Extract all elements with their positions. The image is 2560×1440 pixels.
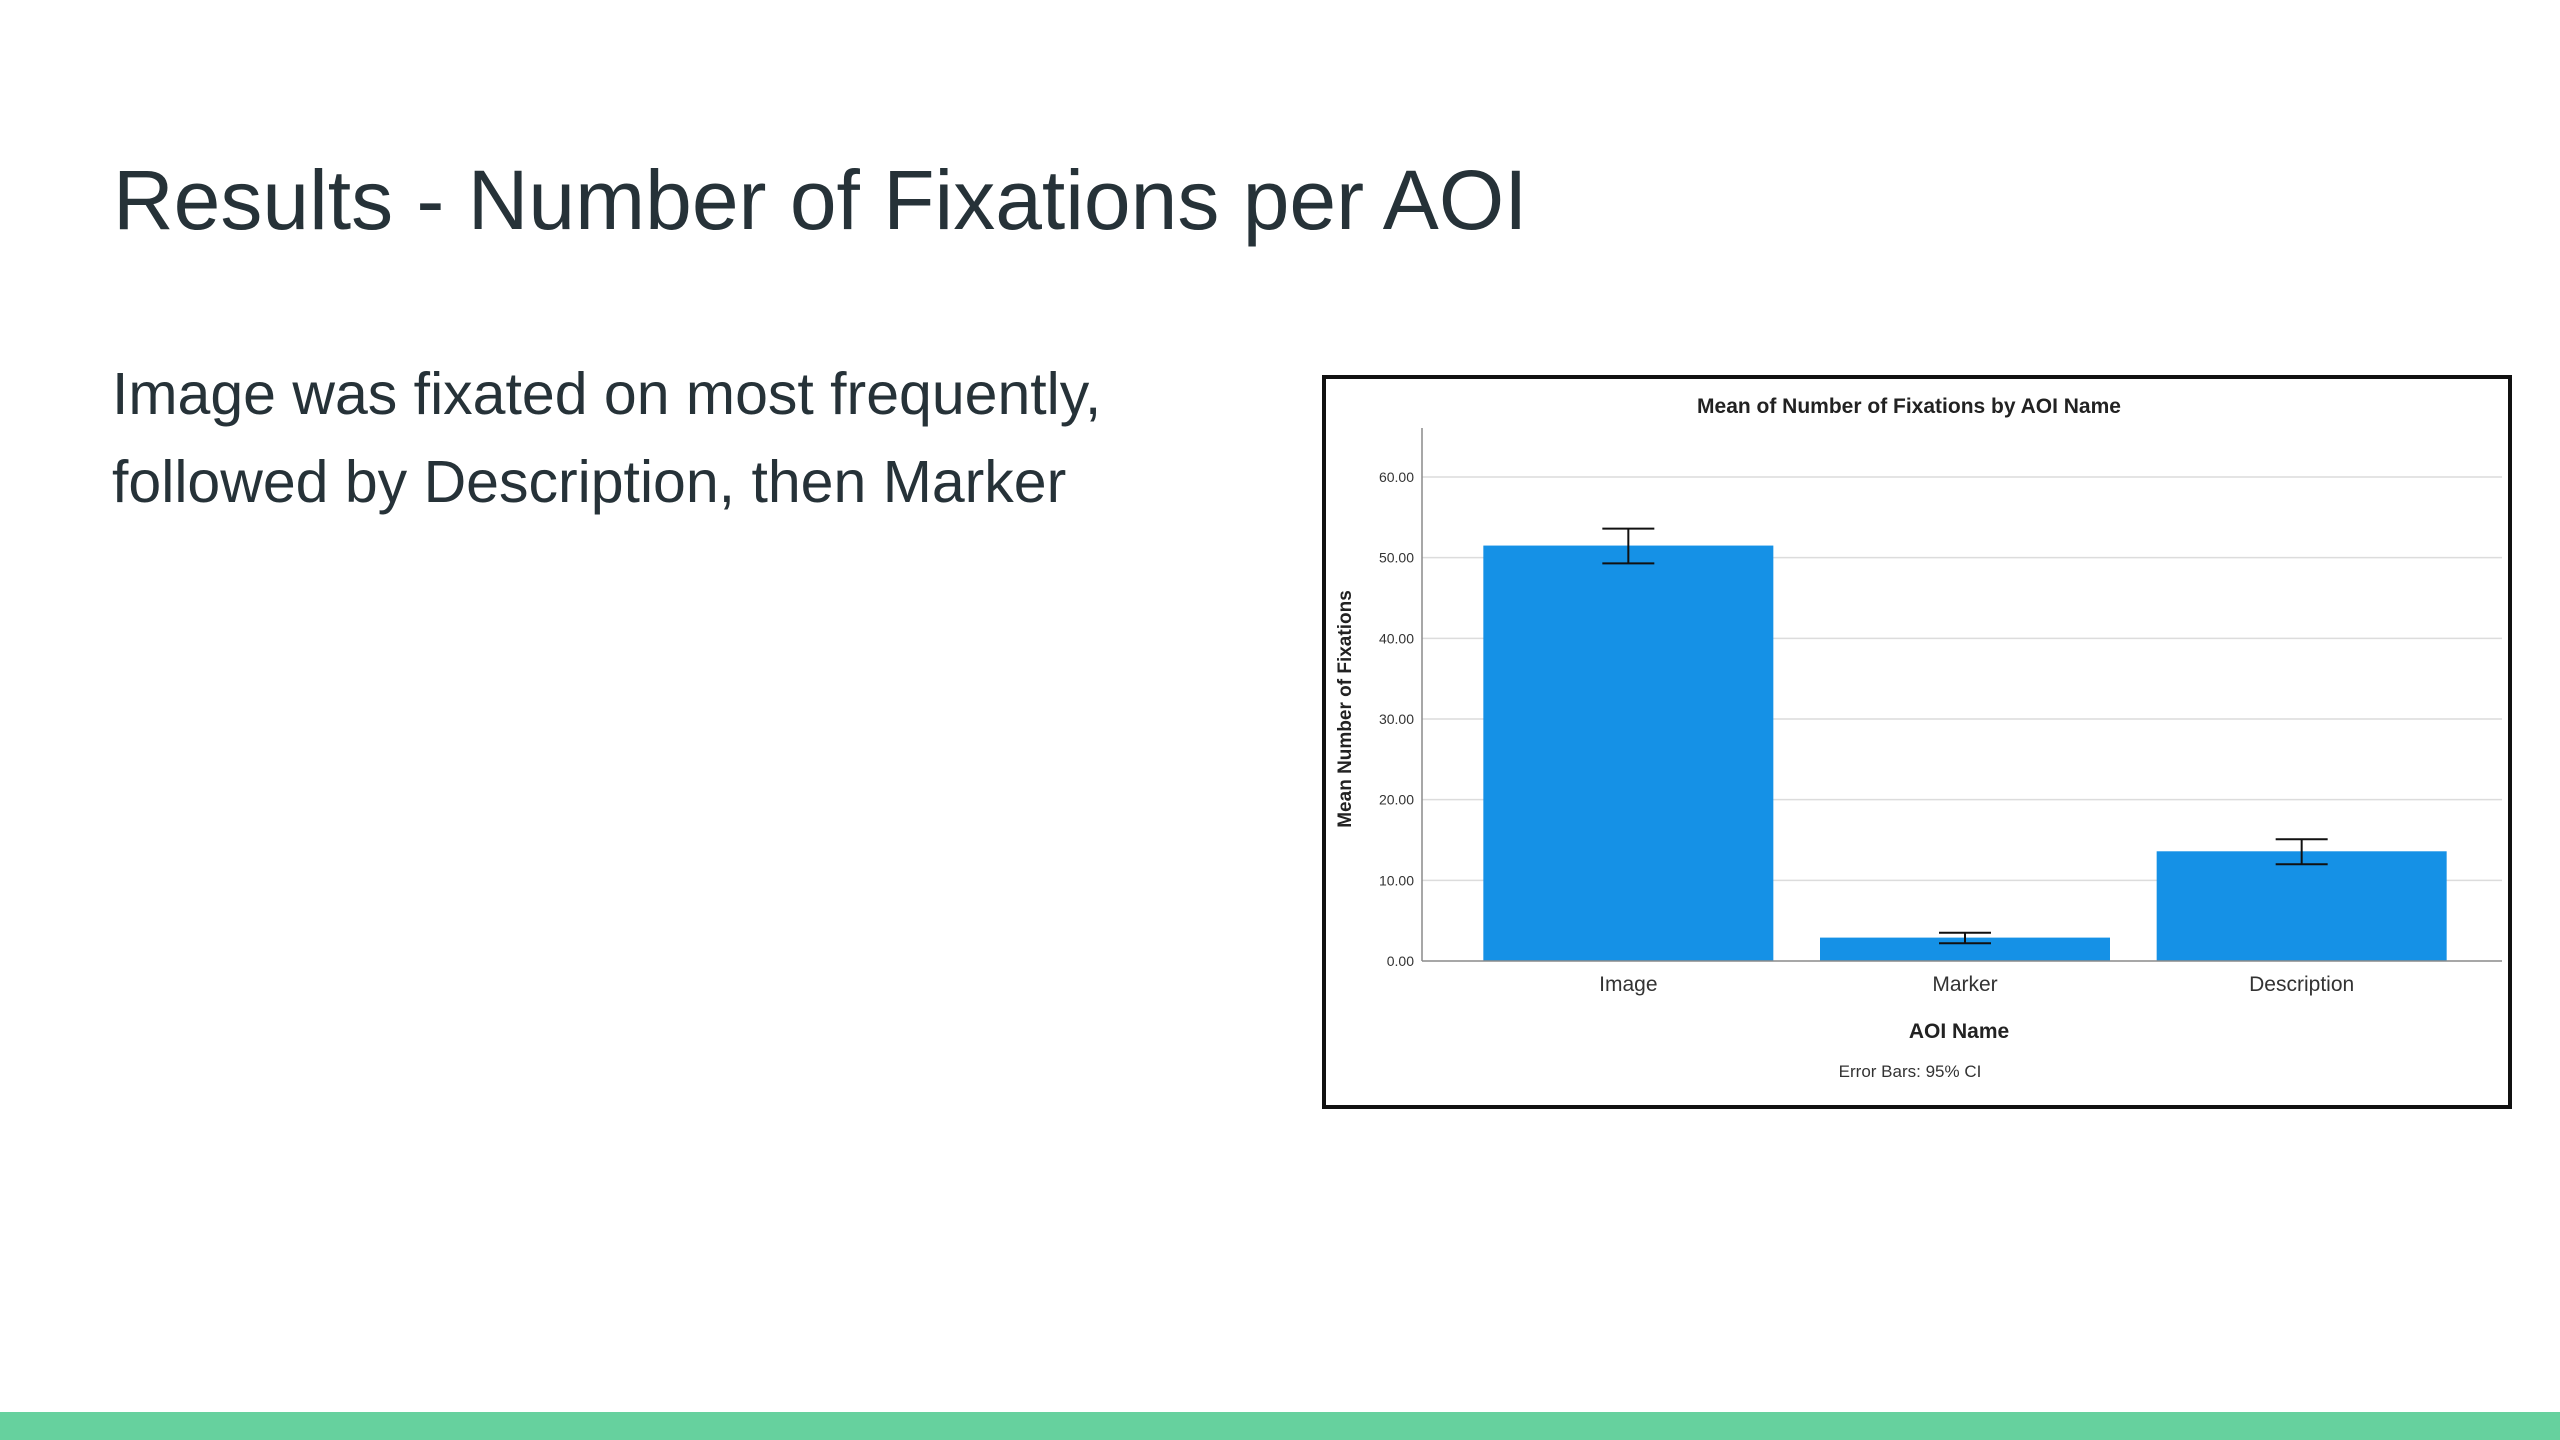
bar-marker — [1820, 937, 2110, 961]
slide-body-text: Image was fixated on most frequently, fo… — [112, 350, 1262, 526]
body-line-1: Image was fixated on most frequently, — [112, 361, 1102, 427]
footer-accent-bar — [0, 1412, 2560, 1440]
y-axis-label: Mean Number of Fixations — [1335, 590, 1356, 828]
x-tick-label: Description — [2249, 973, 2354, 996]
y-tick-label: 50.00 — [1379, 550, 1414, 566]
x-tick-label: Image — [1599, 973, 1657, 996]
bar-image — [1483, 545, 1774, 961]
chart-footnote: Error Bars: 95% CI — [1839, 1062, 1982, 1081]
chart-frame: 0.00 10.00 20.00 30.00 40.00 50.00 60.00 Image… — [1322, 375, 2512, 1109]
axes — [1421, 428, 2502, 962]
bars — [1483, 545, 2447, 961]
x-tick-labels: Image Marker Description — [1599, 973, 2354, 996]
x-tick-label: Marker — [1932, 973, 1997, 996]
x-axis-label: AOI Name — [1909, 1020, 2009, 1043]
chart-title: Mean of Number of Fixations by AOI Name — [1697, 395, 2121, 418]
y-tick-label: 10.00 — [1379, 872, 1414, 888]
y-tick-label: 30.00 — [1379, 711, 1414, 727]
error-bars — [1602, 527, 2328, 945]
y-tick-label: 40.00 — [1379, 630, 1414, 646]
body-line-2: followed by Description, then Marker — [112, 449, 1067, 515]
y-tick-label: 60.00 — [1379, 469, 1414, 485]
bar-chart: 0.00 10.00 20.00 30.00 40.00 50.00 60.00 Image… — [1335, 395, 2502, 1081]
y-tick-label: 0.00 — [1387, 953, 1414, 969]
bar-description — [2156, 851, 2447, 961]
y-tick-labels: 0.00 10.00 20.00 30.00 40.00 50.00 60.00 — [1379, 469, 1414, 969]
slide-title: Results - Number of Fixations per AOI — [113, 153, 1528, 247]
y-tick-label: 20.00 — [1379, 792, 1414, 808]
